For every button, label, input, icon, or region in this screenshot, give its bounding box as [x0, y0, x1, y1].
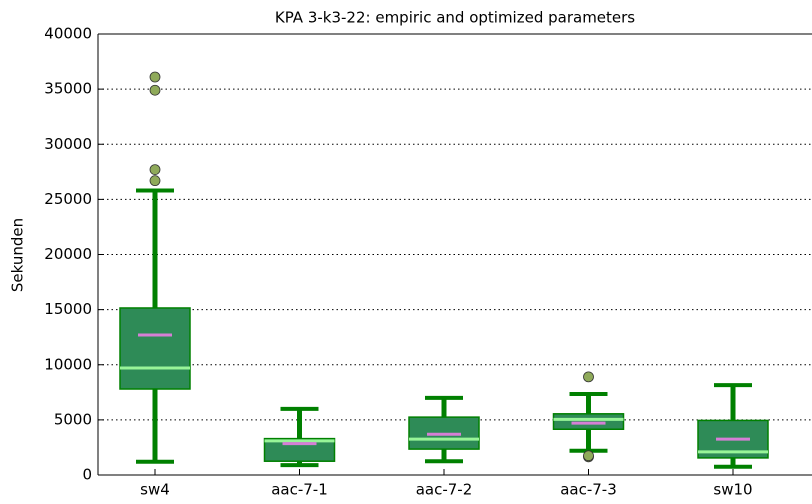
box: [119, 307, 191, 390]
x-tick-label: sw10: [713, 481, 752, 499]
x-tick-label: aac-7-2: [416, 481, 473, 499]
chart-title: KPA 3-k3-22: empiric and optimized param…: [275, 9, 635, 27]
x-tick-label: aac-7-3: [560, 481, 617, 499]
y-tick-label: 15000: [44, 300, 92, 318]
x-tick-label: aac-7-1: [271, 481, 328, 499]
box: [552, 413, 625, 430]
x-tick-label: sw4: [140, 481, 170, 499]
y-tick-label: 10000: [44, 355, 92, 373]
flier: [149, 71, 161, 83]
flier: [149, 84, 161, 96]
y-tick-label: 35000: [44, 80, 92, 98]
y-axis-label: Sekunden: [9, 218, 27, 292]
y-tick-label: 25000: [44, 190, 92, 208]
flier: [149, 164, 161, 176]
box: [263, 437, 336, 462]
y-tick-label: 40000: [44, 25, 92, 43]
y-tick-label: 5000: [54, 410, 92, 428]
flier: [583, 450, 594, 462]
y-tick-label: 30000: [44, 135, 92, 153]
y-tick-label: 0: [82, 466, 92, 484]
flier: [583, 371, 594, 383]
y-tick-label: 20000: [44, 245, 92, 263]
flier: [149, 175, 161, 187]
